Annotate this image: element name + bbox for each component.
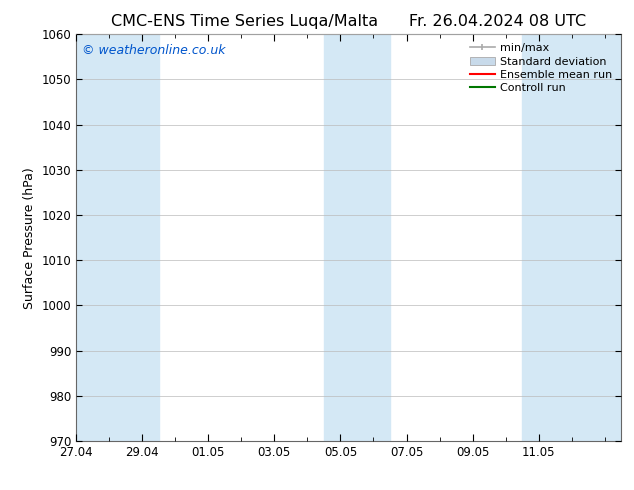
Text: © weatheronline.co.uk: © weatheronline.co.uk bbox=[82, 45, 225, 57]
Bar bbox=[76, 34, 158, 441]
Legend: min/max, Standard deviation, Ensemble mean run, Controll run: min/max, Standard deviation, Ensemble me… bbox=[467, 40, 616, 97]
Title: CMC-ENS Time Series Luqa/Malta      Fr. 26.04.2024 08 UTC: CMC-ENS Time Series Luqa/Malta Fr. 26.04… bbox=[111, 14, 586, 29]
Bar bbox=[522, 34, 621, 441]
Bar bbox=[324, 34, 390, 441]
Y-axis label: Surface Pressure (hPa): Surface Pressure (hPa) bbox=[23, 167, 36, 309]
